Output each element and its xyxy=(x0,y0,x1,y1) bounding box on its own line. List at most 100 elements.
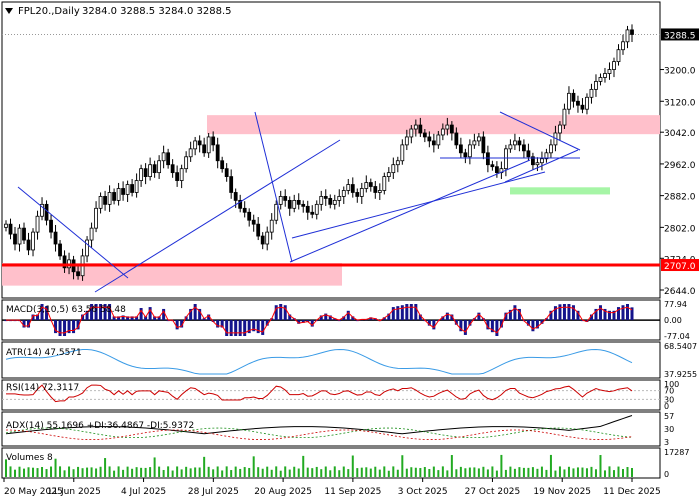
macd-bar xyxy=(553,306,557,321)
macd-bar xyxy=(99,304,103,321)
volume-bar xyxy=(252,456,255,477)
candle-body xyxy=(143,168,148,178)
volume-bar xyxy=(527,467,530,477)
candle-body xyxy=(202,144,207,154)
macd-tick-label: -77.04 xyxy=(664,332,690,341)
macd-bar xyxy=(598,305,602,321)
pane-frame-main xyxy=(1,1,661,299)
macd-bar xyxy=(391,307,395,321)
macd-bar xyxy=(220,320,224,328)
macd-bar xyxy=(621,305,625,321)
macd-bar xyxy=(400,305,404,321)
support-zone xyxy=(2,263,342,286)
macd-label: MACD(3,10,5) 63.56 58.48 xyxy=(6,305,126,315)
candle-body xyxy=(112,192,116,201)
candle-body xyxy=(116,188,121,201)
macd-bar xyxy=(90,304,94,321)
volume-bar xyxy=(162,469,165,477)
volume-bar xyxy=(441,466,444,477)
candle-body xyxy=(157,160,162,174)
macd-bar xyxy=(630,307,634,321)
macd-bar xyxy=(459,320,463,332)
volume-bar xyxy=(288,469,291,477)
volume-bar xyxy=(500,454,503,477)
candle-body xyxy=(85,239,89,257)
macd-bar xyxy=(463,320,467,335)
macd-bar xyxy=(540,320,544,324)
candle-body xyxy=(35,215,40,233)
atr-label: ATR(14) 47.5571 xyxy=(6,348,82,358)
volume-bar xyxy=(59,466,62,477)
candle-body xyxy=(535,162,540,166)
volume-tick-label: 0 xyxy=(664,470,669,479)
macd-tick-label: 77.94 xyxy=(664,300,687,309)
candle-body xyxy=(314,203,319,215)
candle-body xyxy=(103,196,107,205)
candle-body xyxy=(540,158,544,164)
candle-body xyxy=(508,144,513,150)
volume-bar xyxy=(563,469,566,477)
volume-bar xyxy=(144,467,147,477)
volume-bar xyxy=(590,466,593,477)
candle-body xyxy=(247,211,252,221)
macd-bar xyxy=(576,310,580,321)
volume-bar xyxy=(293,466,296,477)
volume-bar xyxy=(423,467,426,477)
macd-bar xyxy=(162,308,166,321)
macd-bar xyxy=(112,316,116,321)
macd-bar xyxy=(234,320,238,336)
rsi-tick-label: 0 xyxy=(664,402,669,411)
macd-signal-line xyxy=(6,306,633,334)
volume-bar xyxy=(99,466,102,477)
volume-bar xyxy=(297,468,300,477)
candle-body xyxy=(274,203,279,221)
macd-bar xyxy=(333,318,337,321)
candle-body xyxy=(517,140,522,146)
collapse-arrow-icon[interactable] xyxy=(5,8,13,14)
x-tick-label: 19 Nov 2025 xyxy=(533,487,591,497)
candle-body xyxy=(526,150,531,158)
macd-bar xyxy=(495,320,499,336)
candle-body xyxy=(98,196,103,209)
macd-bar xyxy=(117,316,121,321)
volume-bar xyxy=(167,466,170,477)
candle-body xyxy=(513,140,517,146)
candle-body xyxy=(121,188,125,195)
candle-body xyxy=(296,199,301,205)
macd-bar xyxy=(351,316,355,321)
candle-body xyxy=(616,49,621,63)
macd-bar xyxy=(612,310,616,321)
volume-bar xyxy=(270,469,273,477)
volume-bar xyxy=(545,469,548,477)
volume-bar xyxy=(306,467,309,477)
volume-bar xyxy=(617,466,620,477)
macd-bar xyxy=(40,304,44,321)
volume-bar xyxy=(32,467,35,477)
macd-bar xyxy=(274,305,278,321)
macd-bar xyxy=(153,316,157,321)
macd-bar xyxy=(189,308,193,321)
candle-body xyxy=(449,124,454,134)
candle-body xyxy=(292,199,297,209)
candle-body xyxy=(287,199,292,209)
volume-bar xyxy=(342,466,345,477)
volume-bar xyxy=(311,468,314,477)
volume-bar xyxy=(491,466,494,477)
candle-body xyxy=(22,227,26,241)
macd-bar xyxy=(103,304,107,321)
macd-bar xyxy=(283,305,287,321)
macd-bar xyxy=(279,304,283,321)
candle-body xyxy=(260,235,265,245)
volume-bar xyxy=(63,470,66,477)
macd-bar xyxy=(184,316,188,321)
trendline xyxy=(17,186,129,279)
candle-body xyxy=(476,136,481,142)
volume-bar xyxy=(486,469,489,477)
volume-bar xyxy=(194,467,197,477)
macd-bar xyxy=(216,320,220,328)
candle-body xyxy=(233,192,238,201)
candle-body xyxy=(485,152,490,166)
candle-body xyxy=(377,190,382,193)
candle-body xyxy=(211,136,216,146)
